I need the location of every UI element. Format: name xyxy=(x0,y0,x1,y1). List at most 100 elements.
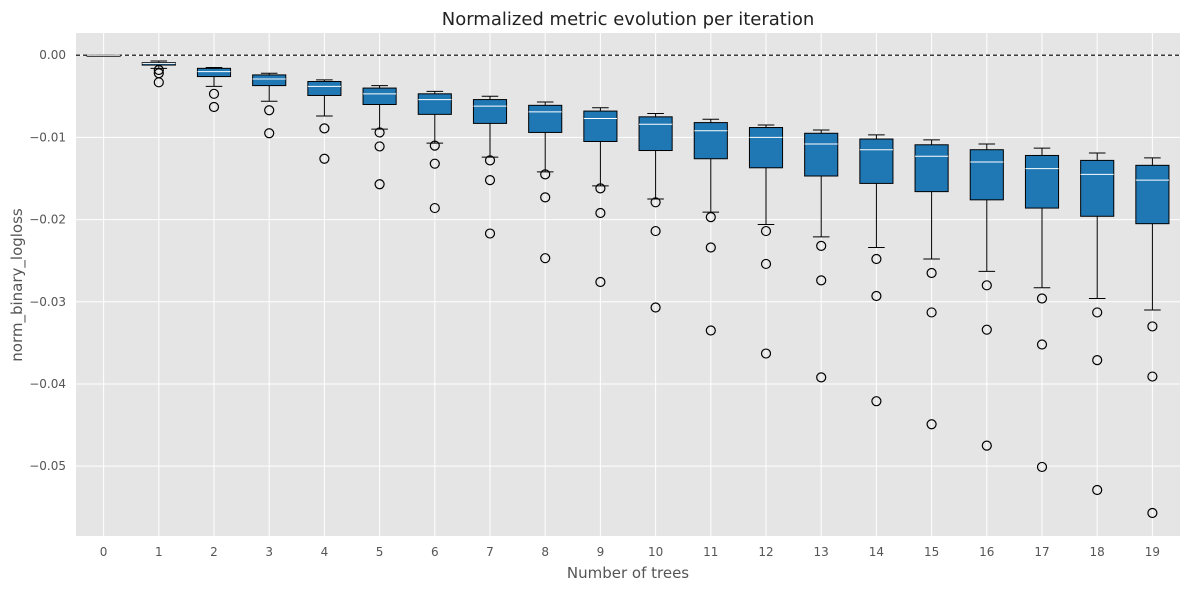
box-group xyxy=(693,118,728,336)
x-tick-label: 3 xyxy=(265,545,273,559)
outlier-point xyxy=(871,290,882,302)
box xyxy=(362,87,397,106)
box-group xyxy=(86,54,121,57)
box-group xyxy=(307,79,342,164)
outlier-point xyxy=(540,192,551,203)
y-tick-label: −0.03 xyxy=(29,295,66,309)
outlier-point xyxy=(1147,321,1158,332)
x-tick-label: 1 xyxy=(155,545,163,559)
box xyxy=(583,110,618,142)
box xyxy=(859,138,894,184)
box xyxy=(1080,159,1115,217)
outlier-point xyxy=(1036,339,1048,350)
box-group xyxy=(859,134,894,407)
outlier-point xyxy=(926,419,937,430)
box-group xyxy=(417,90,452,214)
box-group xyxy=(969,143,1004,451)
outlier-point xyxy=(926,307,937,318)
box xyxy=(1024,154,1060,209)
x-tick-label: 7 xyxy=(486,545,494,559)
box-group xyxy=(252,72,287,139)
outlier-point xyxy=(429,202,440,214)
outlier-point xyxy=(981,324,992,335)
outlier-point xyxy=(429,158,440,169)
y-tick-label: −0.05 xyxy=(29,459,66,473)
y-tick-label: 0.00 xyxy=(39,48,66,62)
outlier-point xyxy=(208,88,220,99)
outlier-point xyxy=(760,225,772,237)
boxes xyxy=(86,54,1170,519)
outlier-point xyxy=(1092,484,1103,496)
box xyxy=(417,93,452,115)
x-tick-label: 10 xyxy=(648,545,663,559)
box xyxy=(693,122,728,160)
x-tick-label: 15 xyxy=(924,545,939,559)
y-tick-label: −0.04 xyxy=(29,377,66,391)
outlier-point xyxy=(926,267,937,279)
box xyxy=(252,74,287,87)
box xyxy=(804,132,839,177)
outlier-point xyxy=(374,127,385,138)
outlier-point xyxy=(871,396,882,407)
outlier-point xyxy=(595,276,606,288)
x-tick-label: 13 xyxy=(814,545,829,559)
y-axis-label: norm_binary_logloss xyxy=(8,208,27,362)
outlier-point xyxy=(650,197,661,208)
y-tick-label: −0.02 xyxy=(29,213,66,227)
x-tick-label: 6 xyxy=(431,545,439,559)
outlier-point xyxy=(429,140,440,151)
outlier-point xyxy=(705,325,716,336)
box-group xyxy=(196,67,232,113)
outlier-point xyxy=(760,348,772,359)
x-tick-label: 18 xyxy=(1090,545,1105,559)
x-tick-label: 2 xyxy=(210,545,218,559)
x-tick-label: 12 xyxy=(758,545,773,559)
x-tick-label: 14 xyxy=(869,545,884,559)
box-group xyxy=(1024,147,1060,473)
outlier-point xyxy=(540,253,551,264)
box-group xyxy=(528,101,563,264)
outlier-point xyxy=(816,240,827,251)
x-tick-label: 0 xyxy=(100,545,108,559)
outlier-point xyxy=(1147,507,1158,519)
box-group xyxy=(583,107,618,288)
x-tick-label: 17 xyxy=(1034,545,1049,559)
box-group xyxy=(804,129,839,383)
outlier-point xyxy=(595,207,606,219)
outlier-point xyxy=(650,225,661,237)
x-tick-label: 4 xyxy=(321,545,329,559)
outlier-point xyxy=(705,212,716,223)
outlier-point xyxy=(319,123,330,134)
box-group xyxy=(914,139,949,430)
outlier-point xyxy=(484,228,496,239)
outlier-point xyxy=(374,141,385,152)
box xyxy=(748,127,784,169)
box-group xyxy=(472,95,508,239)
outlier-point xyxy=(153,64,164,76)
x-tick-label: 11 xyxy=(703,545,718,559)
x-tick-label: 19 xyxy=(1145,545,1160,559)
box xyxy=(1135,164,1170,225)
outlier-point xyxy=(1092,355,1103,366)
outlier-point xyxy=(319,153,330,164)
y-tick-labels: 0.00 −0.01 −0.02 −0.03 −0.04 −0.05 xyxy=(29,48,66,473)
x-tick-labels: 0 1 2 3 4 5 6 7 8 9 10 11 12 13 14 15 16 17 18 19 xyxy=(100,545,1160,559)
outlier-point xyxy=(1092,307,1103,318)
chart-title: Normalized metric evolution per iteratio… xyxy=(442,9,815,30)
plot-background xyxy=(76,33,1180,536)
outlier-point xyxy=(264,128,275,139)
box xyxy=(969,149,1004,201)
box xyxy=(914,144,949,193)
outlier-point xyxy=(871,253,882,265)
box xyxy=(528,104,563,133)
outlier-point xyxy=(484,155,496,166)
outlier-point xyxy=(153,77,164,88)
outlier-point xyxy=(595,183,606,194)
box-group xyxy=(638,113,673,313)
box-group xyxy=(748,124,784,359)
box-group xyxy=(141,60,176,88)
outlier-point xyxy=(816,372,827,383)
x-axis-label: Number of trees xyxy=(567,564,689,582)
outlier-point xyxy=(981,440,992,451)
